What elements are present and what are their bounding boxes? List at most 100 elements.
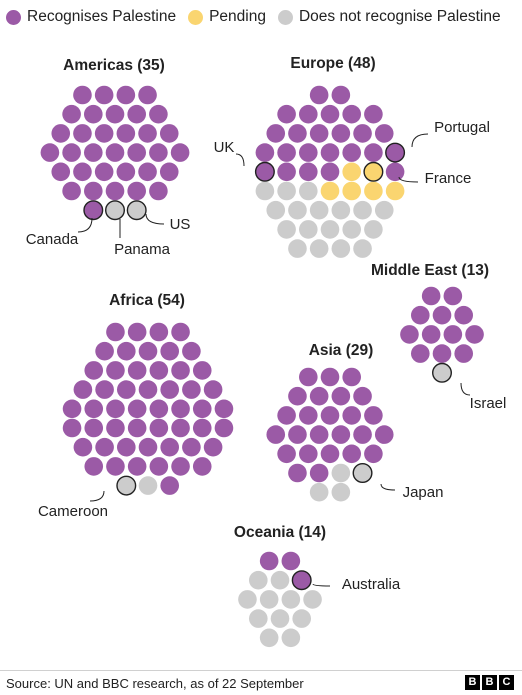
country-dot bbox=[277, 181, 296, 201]
country-dot bbox=[182, 380, 201, 399]
logo-letter-c: C bbox=[499, 675, 514, 690]
country-dot bbox=[159, 162, 179, 182]
footer: Source: UN and BBC research, as of 22 Se… bbox=[0, 670, 522, 695]
country-dot bbox=[309, 85, 329, 105]
country-dot bbox=[203, 380, 223, 399]
leader-line-japan bbox=[380, 483, 396, 491]
country-dot bbox=[84, 418, 104, 438]
country-dot bbox=[138, 162, 157, 182]
country-dot bbox=[171, 361, 190, 380]
region-americas: Americas (35) Canada Panama US bbox=[26, 57, 191, 258]
country-dot bbox=[443, 325, 463, 344]
country-dot bbox=[331, 124, 351, 143]
country-dot-israel bbox=[432, 362, 453, 383]
country-dot bbox=[342, 181, 362, 201]
country-dot bbox=[159, 124, 179, 143]
country-label-portugal: Portugal bbox=[434, 119, 490, 136]
region-europe: Europe (48) UK Portugal France bbox=[214, 55, 490, 258]
country-dot bbox=[116, 85, 136, 105]
country-dot bbox=[105, 143, 125, 162]
country-dot bbox=[400, 325, 419, 344]
country-dot bbox=[309, 239, 329, 258]
country-dot bbox=[342, 162, 362, 182]
country-dot bbox=[309, 124, 329, 143]
region-oceania: Oceania (14) Australia bbox=[234, 524, 401, 648]
country-dot bbox=[299, 220, 318, 239]
country-dot bbox=[331, 482, 351, 502]
region-title-americas: Americas (35) bbox=[63, 57, 165, 74]
country-dot bbox=[127, 181, 146, 201]
country-dot bbox=[84, 104, 103, 124]
country-dot bbox=[299, 104, 318, 124]
bbc-logo: B B C bbox=[463, 675, 514, 690]
country-label-canada: Canada bbox=[26, 231, 79, 248]
country-dot bbox=[277, 220, 296, 239]
country-dot bbox=[73, 124, 92, 143]
country-dot bbox=[73, 85, 92, 105]
country-dot bbox=[106, 418, 125, 438]
country-dot bbox=[288, 124, 307, 143]
country-dot bbox=[203, 437, 223, 457]
country-dot bbox=[73, 437, 93, 457]
country-dot bbox=[411, 344, 430, 363]
country-dot bbox=[270, 609, 290, 628]
country-dot bbox=[309, 482, 329, 502]
country-dot bbox=[288, 463, 307, 483]
country-dot bbox=[149, 418, 169, 438]
dot-chart: Americas (35) Canada Panama US Europe (48) UK… bbox=[26, 55, 506, 648]
country-dot bbox=[127, 418, 147, 438]
country-dot bbox=[116, 124, 136, 143]
country-dot-france bbox=[363, 161, 384, 182]
leader-line-uk bbox=[235, 153, 245, 167]
logo-letter-b2: B bbox=[482, 675, 497, 690]
country-dot bbox=[270, 570, 290, 590]
country-dot bbox=[364, 143, 383, 162]
country-dot bbox=[299, 143, 318, 162]
country-dot bbox=[303, 590, 322, 609]
country-label-us: US bbox=[170, 216, 191, 233]
country-dot bbox=[299, 367, 318, 387]
country-dot bbox=[149, 399, 169, 419]
country-dot bbox=[84, 361, 104, 380]
country-dot bbox=[84, 457, 104, 476]
country-dot bbox=[331, 463, 351, 483]
country-dot bbox=[51, 162, 71, 182]
legend: Recognises Palestine Pending Does not re… bbox=[6, 8, 513, 26]
country-dot bbox=[292, 609, 312, 628]
country-dot bbox=[62, 399, 82, 419]
country-dot bbox=[342, 143, 362, 162]
country-dot-us bbox=[126, 200, 147, 221]
country-dot bbox=[62, 143, 81, 162]
country-dot bbox=[288, 425, 307, 444]
country-dot bbox=[342, 104, 362, 124]
country-dot bbox=[105, 104, 125, 124]
country-dot bbox=[138, 437, 158, 457]
country-dot-canada bbox=[83, 200, 104, 221]
country-dot bbox=[385, 181, 405, 201]
country-dot bbox=[138, 124, 157, 143]
country-dot bbox=[182, 341, 201, 361]
country-dot bbox=[374, 200, 394, 220]
country-dot bbox=[320, 444, 340, 464]
country-dot bbox=[259, 590, 279, 609]
country-dot bbox=[127, 104, 146, 124]
country-dot bbox=[106, 399, 125, 419]
country-dot bbox=[160, 380, 179, 399]
country-dot bbox=[84, 181, 103, 201]
country-dot bbox=[117, 437, 136, 457]
country-dot bbox=[170, 143, 190, 162]
country-dot bbox=[95, 437, 114, 457]
country-dot bbox=[281, 590, 301, 609]
country-dot bbox=[277, 406, 296, 425]
country-dot bbox=[248, 609, 268, 628]
country-dot bbox=[309, 200, 329, 220]
country-label-japan: Japan bbox=[403, 484, 444, 501]
country-dot bbox=[320, 220, 340, 239]
country-dot bbox=[277, 444, 296, 464]
country-dot bbox=[277, 104, 296, 124]
country-dot bbox=[73, 162, 92, 182]
country-dot bbox=[364, 220, 383, 239]
country-dot bbox=[421, 325, 441, 344]
country-dot bbox=[127, 143, 146, 162]
country-dot bbox=[320, 406, 340, 425]
